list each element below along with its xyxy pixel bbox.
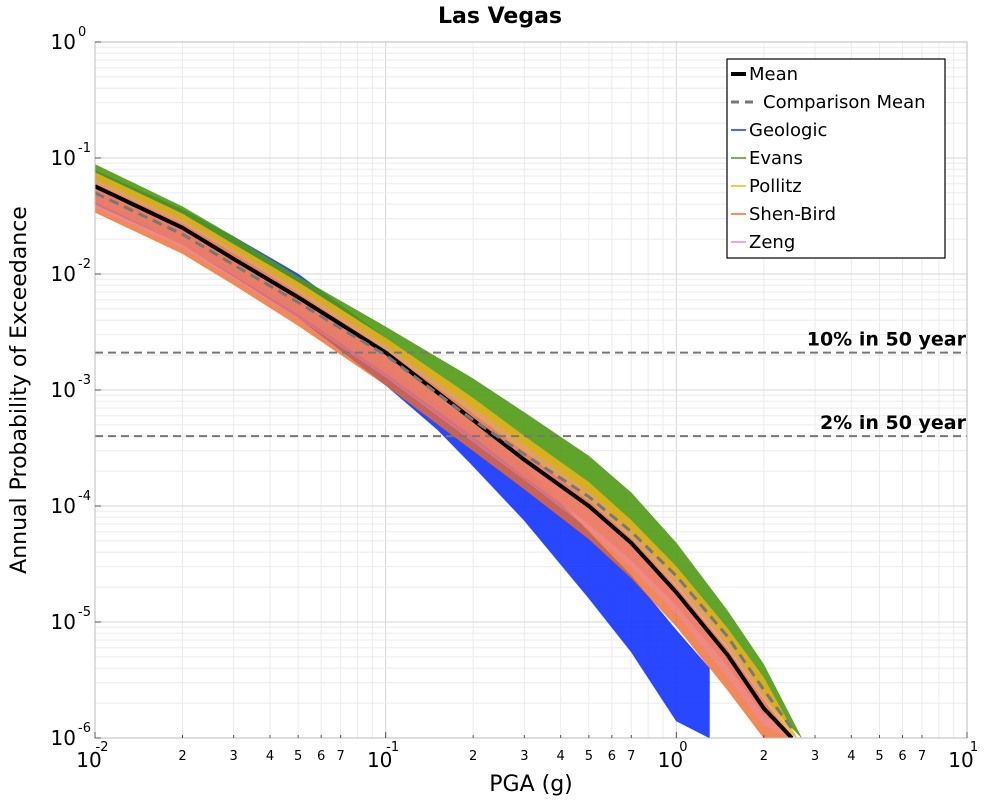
x-minor-tick-label: 7 xyxy=(627,749,635,764)
x-tick-exponent: 1 xyxy=(970,740,978,755)
legend-label: Comparison Mean xyxy=(763,92,926,113)
y-tick-label: 10 xyxy=(51,262,76,286)
x-tick-label: 10 xyxy=(658,748,683,772)
y-tick-label: 10 xyxy=(51,378,76,402)
x-minor-tick-label: 5 xyxy=(294,749,302,764)
legend-label: Pollitz xyxy=(749,176,802,197)
x-minor-tick-label: 4 xyxy=(847,749,855,764)
y-tick-exponent: -2 xyxy=(78,257,91,272)
chart-title: Las Vegas xyxy=(438,4,562,29)
legend: Mean Comparison Mean Geologic Evans Pollitz S… xyxy=(726,58,946,259)
x-minor-tick-label: 5 xyxy=(875,749,883,764)
x-tick-exponent: -2 xyxy=(96,740,109,755)
x-minor-tick-label: 3 xyxy=(811,749,819,764)
line-comparison-mean xyxy=(95,191,794,730)
x-minor-tick-label: 4 xyxy=(557,749,565,764)
x-minor-tick-label: 6 xyxy=(898,749,906,764)
x-minor-tick-label: 2 xyxy=(760,749,768,764)
y-tick-label: 10 xyxy=(51,494,76,518)
x-minor-tick-label: 2 xyxy=(178,749,186,764)
legend-label: Shen-Bird xyxy=(749,204,836,225)
y-tick-exponent: -3 xyxy=(78,373,91,388)
grid-lines xyxy=(94,42,967,739)
x-minor-tick-label: 2 xyxy=(469,749,477,764)
x-minor-tick-label: 6 xyxy=(317,749,325,764)
x-minor-tick-label: 3 xyxy=(230,749,238,764)
mean-lines xyxy=(95,184,794,738)
y-tick-label: 10 xyxy=(51,610,76,634)
reference-lines: 10% in 50 year 2% in 50 year xyxy=(95,329,967,438)
x-minor-tick-label: 7 xyxy=(918,749,926,764)
legend-label: Evans xyxy=(749,148,803,169)
x-tick-label: 10 xyxy=(367,748,392,772)
legend-label: Mean xyxy=(749,64,798,85)
x-minor-tick-label: 3 xyxy=(520,749,528,764)
legend-label: Geologic xyxy=(749,120,827,141)
x-minor-tick-label: 6 xyxy=(608,749,616,764)
y-tick-exponent: -5 xyxy=(78,605,91,620)
y-tick-exponent: 0 xyxy=(78,25,86,40)
x-tick-exponent: -1 xyxy=(386,740,399,755)
x-tick-exponent: 0 xyxy=(679,740,687,755)
y-tick-exponent: -1 xyxy=(78,141,91,156)
x-minor-tick-label: 4 xyxy=(266,749,274,764)
x-minor-tick-label: 5 xyxy=(585,749,593,764)
y-tick-exponent: -6 xyxy=(78,721,91,736)
x-tick-label: 10 xyxy=(76,748,101,772)
reference-line-label: 2% in 50 year xyxy=(820,412,967,434)
legend-box xyxy=(726,58,946,259)
y-tick-label: 10 xyxy=(51,30,76,54)
reference-line-label: 10% in 50 year xyxy=(807,329,967,351)
y-tick-exponent: -4 xyxy=(78,489,91,504)
legend-label: Zeng xyxy=(749,232,795,253)
x-tick-label: 10 xyxy=(948,748,973,772)
x-axis-title: PGA (g) xyxy=(489,772,573,797)
y-axis-title: Annual Probability of Exceedance xyxy=(7,206,32,574)
y-tick-label: 10 xyxy=(51,726,76,750)
band-zeng xyxy=(95,179,793,738)
line-mean xyxy=(95,184,794,738)
y-tick-label: 10 xyxy=(51,146,76,170)
x-minor-tick-label: 7 xyxy=(337,749,345,764)
